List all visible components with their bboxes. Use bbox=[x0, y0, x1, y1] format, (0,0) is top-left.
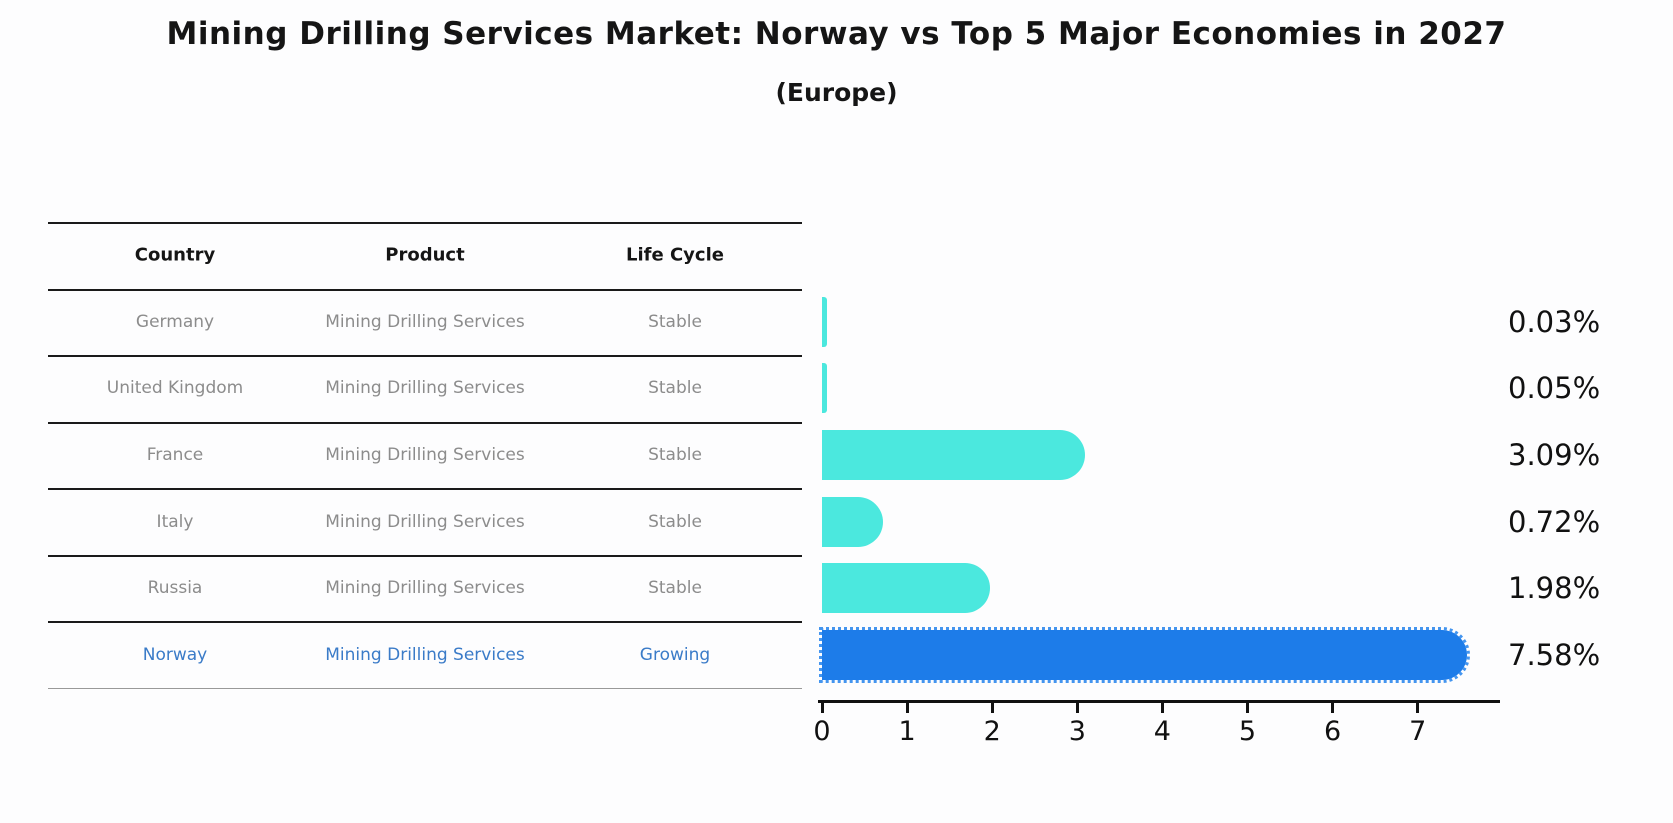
x-axis-tick-label: 7 bbox=[1409, 716, 1427, 747]
page-subtitle: (Europe) bbox=[775, 78, 898, 107]
table-rule bbox=[48, 621, 802, 624]
table-rule bbox=[48, 687, 802, 689]
bar-value-label: 0.72% bbox=[1508, 504, 1601, 539]
bar-germany bbox=[822, 296, 827, 347]
table-row-cell-country: United Kingdom bbox=[106, 378, 244, 399]
table-row-cell-product: Mining Drilling Services bbox=[325, 644, 525, 665]
table-rule bbox=[48, 554, 802, 557]
table-header-life-cycle: Life Cycle bbox=[626, 244, 724, 266]
table-rule bbox=[48, 488, 802, 491]
x-axis-tick bbox=[1416, 703, 1420, 713]
table-rule bbox=[48, 222, 802, 224]
table-row-cell-life_cycle: Stable bbox=[648, 444, 702, 465]
x-axis-tick bbox=[905, 703, 909, 713]
bar-united-kingdom bbox=[822, 363, 827, 414]
table-row-cell-product: Mining Drilling Services bbox=[325, 511, 525, 532]
bar-italy bbox=[822, 496, 884, 547]
table-row-cell-life_cycle: Stable bbox=[648, 378, 702, 399]
bar-value-label: 3.09% bbox=[1508, 437, 1601, 472]
x-axis-line bbox=[818, 700, 1500, 703]
x-axis-tick-label: 2 bbox=[983, 716, 1001, 747]
table-row-cell-product: Mining Drilling Services bbox=[325, 578, 525, 599]
bar-france bbox=[822, 429, 1085, 480]
table-row-cell-life_cycle: Stable bbox=[648, 311, 702, 332]
page-title: Mining Drilling Services Market: Norway … bbox=[166, 16, 1507, 52]
table-rule bbox=[48, 288, 802, 291]
x-axis-tick bbox=[1160, 703, 1164, 713]
x-axis-tick-label: 1 bbox=[898, 716, 916, 747]
table-row-cell-country: Italy bbox=[156, 511, 194, 532]
x-axis-tick bbox=[1331, 703, 1335, 713]
bar-value-label: 1.98% bbox=[1508, 571, 1601, 606]
x-axis-tick-label: 3 bbox=[1068, 716, 1086, 747]
x-axis-tick-label: 0 bbox=[813, 716, 831, 747]
table-row-cell-country: Russia bbox=[147, 578, 203, 599]
bar-value-label: 0.03% bbox=[1508, 304, 1601, 339]
table-row-cell-product: Mining Drilling Services bbox=[325, 444, 525, 465]
x-axis-tick-label: 6 bbox=[1324, 716, 1342, 747]
bar-value-label: 7.58% bbox=[1508, 637, 1601, 672]
table-header-country: Country bbox=[134, 244, 216, 266]
x-axis-tick bbox=[1246, 703, 1249, 713]
x-axis-tick bbox=[820, 703, 824, 713]
table-row-cell-country: France bbox=[146, 444, 204, 465]
table-rule bbox=[48, 355, 802, 358]
table-row-cell-country: Norway bbox=[142, 644, 208, 665]
bar-russia bbox=[822, 563, 991, 614]
table-rule bbox=[48, 421, 802, 424]
table-header-product: Product bbox=[385, 244, 465, 266]
x-axis-tick bbox=[990, 703, 994, 713]
x-axis-tick-label: 4 bbox=[1153, 716, 1171, 747]
table-row-cell-country: Germany bbox=[135, 311, 215, 332]
table-row-cell-life_cycle: Growing bbox=[639, 644, 711, 665]
table-row-cell-product: Mining Drilling Services bbox=[325, 311, 525, 332]
table-row-cell-life_cycle: Stable bbox=[648, 578, 702, 599]
x-axis-tick bbox=[1075, 703, 1079, 713]
bar-norway bbox=[818, 626, 1471, 683]
table-row-cell-life_cycle: Stable bbox=[648, 511, 702, 532]
table-row-cell-product: Mining Drilling Services bbox=[325, 378, 525, 399]
x-axis-tick-label: 5 bbox=[1238, 716, 1257, 747]
bar-value-label: 0.05% bbox=[1508, 371, 1601, 406]
